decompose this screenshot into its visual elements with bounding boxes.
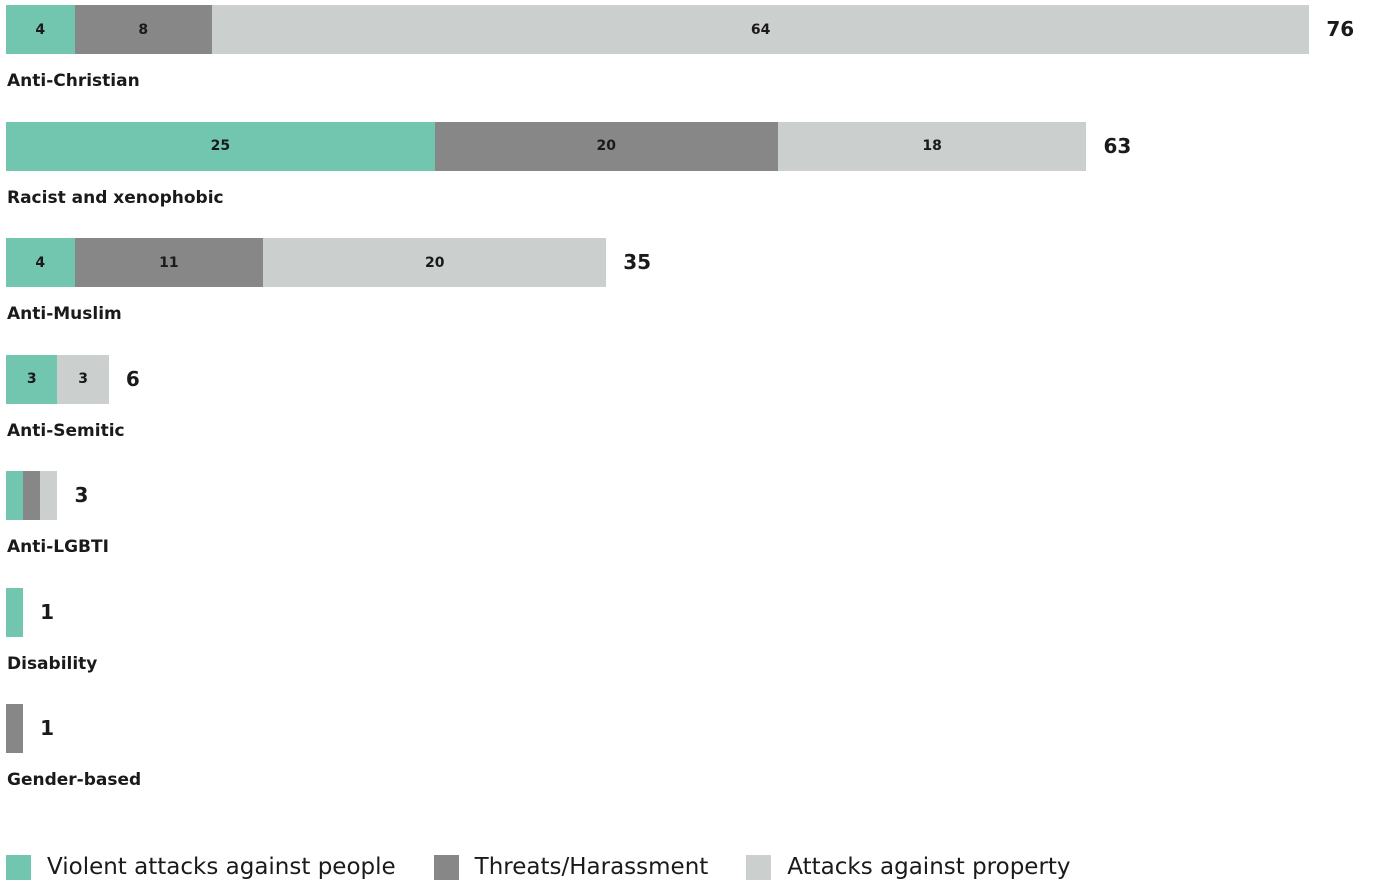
legend-label-threats: Threats/Harassment bbox=[474, 854, 709, 880]
bar-segment: 4 bbox=[6, 238, 75, 287]
bar-total-label: 1 bbox=[40, 599, 55, 624]
bar-segment: 8 bbox=[74, 5, 212, 54]
chart-legend: Violent attacks against people Threats/H… bbox=[6, 850, 1109, 884]
legend-swatch-threats bbox=[433, 854, 459, 880]
bar-segment: 18 bbox=[777, 121, 1087, 171]
bar-segment bbox=[6, 704, 24, 753]
legend-label-property: Attacks against property bbox=[787, 854, 1071, 880]
bar-segment: 20 bbox=[263, 238, 607, 287]
legend-label-violent: Violent attacks against people bbox=[47, 854, 396, 880]
bar-total-label: 63 bbox=[1103, 133, 1132, 158]
bar-segment bbox=[23, 471, 41, 520]
bar-total-label: 35 bbox=[623, 250, 652, 274]
bar-segment: 3 bbox=[57, 354, 109, 404]
legend-item-violent: Violent attacks against people bbox=[6, 854, 396, 880]
category-label: Disability bbox=[7, 653, 98, 674]
bar-row: 4 8 64 76 Anti-Christian bbox=[6, 5, 1366, 115]
bar-total-label: 1 bbox=[40, 716, 55, 740]
bar-total-label: 76 bbox=[1326, 17, 1355, 41]
bar-row: 4 11 20 35 Anti-Muslim bbox=[6, 238, 1366, 348]
stacked-bar: 25 20 18 bbox=[6, 121, 1087, 171]
bar-total-label: 6 bbox=[125, 366, 140, 391]
legend-swatch-property bbox=[746, 854, 772, 880]
category-label: Anti-Christian bbox=[7, 71, 140, 91]
bar-segment: 20 bbox=[434, 121, 778, 171]
bar-segment bbox=[6, 471, 24, 520]
bar-row: 25 20 18 63 Racist and xenophobic bbox=[6, 121, 1366, 232]
bar-row: 3 Anti-LGBTI bbox=[6, 471, 1366, 581]
bar-row: 1 Disability bbox=[6, 587, 1366, 698]
bar-segment bbox=[40, 471, 58, 520]
stacked-bar bbox=[6, 704, 24, 753]
bar-segment bbox=[6, 587, 24, 637]
stacked-bar: 4 8 64 bbox=[6, 5, 1310, 54]
category-label: Anti-Semitic bbox=[7, 420, 125, 441]
stacked-bar bbox=[6, 587, 24, 637]
bar-segment: 11 bbox=[74, 238, 264, 287]
legend-item-threats: Threats/Harassment bbox=[433, 854, 709, 880]
bar-segment: 64 bbox=[211, 5, 1310, 54]
legend-swatch-violent bbox=[6, 854, 31, 880]
category-label: Anti-LGBTI bbox=[7, 537, 109, 557]
bar-total-label: 3 bbox=[74, 483, 89, 507]
category-label: Racist and xenophobic bbox=[7, 187, 224, 208]
bar-row: 3 3 6 Anti-Semitic bbox=[6, 354, 1366, 465]
bar-segment: 3 bbox=[6, 354, 58, 404]
stacked-bar bbox=[6, 471, 58, 520]
stacked-bar: 4 11 20 bbox=[6, 238, 607, 287]
category-label: Gender-based bbox=[7, 770, 142, 790]
bar-row: 1 Gender-based bbox=[6, 704, 1366, 814]
bar-segment: 4 bbox=[6, 5, 75, 54]
category-label: Anti-Muslim bbox=[7, 304, 122, 324]
bar-segment: 25 bbox=[6, 121, 435, 171]
legend-item-property: Attacks against property bbox=[746, 854, 1071, 880]
